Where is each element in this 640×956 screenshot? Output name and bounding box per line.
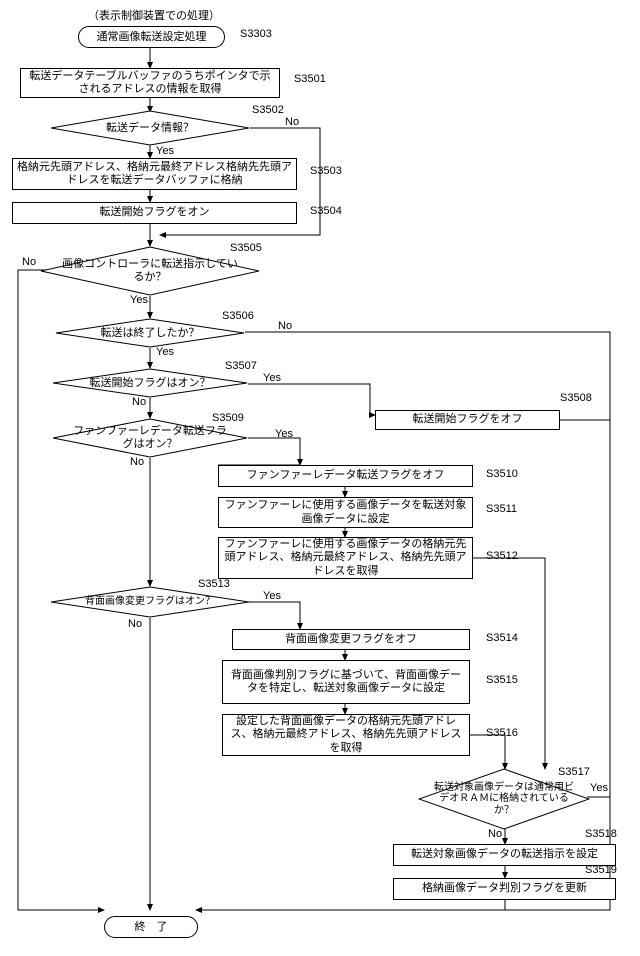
s3513-decision (50, 586, 250, 618)
s3506-decision (55, 318, 245, 348)
s3516-process: 設定した背面画像データの格納元先頭アドレス、格納元最終アドレス、格納先先頭アドレ… (222, 714, 470, 756)
s3515-label: S3515 (486, 674, 518, 686)
s3510-text: ファンファーレデータ転送フラグをオフ (247, 469, 445, 482)
s3517-yes: Yes (590, 782, 608, 794)
s3507-label: S3507 (225, 360, 257, 372)
s3511-label: S3511 (486, 503, 517, 515)
s3514-process: 背面画像変更フラグをオフ (232, 629, 470, 650)
s3507-yes: Yes (263, 372, 281, 384)
s3519-text: 格納画像データ判別フラグを更新 (422, 882, 587, 895)
s3515-process: 背面画像判別フラグに基づいて、背面画像データを特定し、転送対象画像データに設定 (222, 660, 470, 704)
s3516-text: 設定した背面画像データの格納元先頭アドレス、格納元最終アドレス、格納先先頭アドレ… (227, 715, 465, 755)
s3503-label: S3503 (310, 165, 342, 177)
s3518-label: S3518 (585, 828, 617, 840)
s3511-text: ファンファーレに使用する画像データを転送対象画像データに設定 (223, 499, 468, 525)
end-terminal: 終 了 (104, 916, 198, 938)
s3519-process: 格納画像データ判別フラグを更新 (393, 878, 616, 900)
s3517-label: S3517 (558, 766, 590, 778)
s3303-label: S3303 (240, 28, 272, 40)
s3514-text: 背面画像変更フラグをオフ (285, 633, 417, 646)
s3508-label: S3508 (560, 392, 592, 404)
header-note: （表示制御装置での処理） (88, 10, 220, 22)
s3503-process: 格納元先頭アドレス、格納元最終アドレス格納先先頭アドレスを転送データバッファに格… (12, 158, 297, 190)
start-label: 通常画像転送設定処理 (97, 31, 207, 43)
s3507-decision (52, 368, 248, 398)
s3508-text: 転送開始フラグをオフ (413, 413, 523, 426)
s3506-no: No (278, 320, 292, 332)
s3501-label: S3501 (294, 73, 326, 85)
s3505-yes: Yes (130, 294, 148, 306)
s3513-label: S3513 (198, 578, 230, 590)
s3509-no: No (130, 456, 144, 468)
s3506-yes: Yes (156, 346, 174, 358)
s3515-text: 背面画像判別フラグに基づいて、背面画像データを特定し、転送対象画像データに設定 (227, 669, 465, 695)
s3504-process: 転送開始フラグをオン (12, 202, 297, 224)
s3513-yes: Yes (263, 590, 281, 602)
s3502-yes: Yes (156, 145, 174, 157)
s3501-process: 転送データテーブルバッファのうちポインタで示されるアドレスの情報を取得 (20, 68, 280, 98)
s3504-text: 転送開始フラグをオン (100, 206, 210, 219)
s3513-no: No (128, 618, 142, 630)
s3501-text: 転送データテーブルバッファのうちポインタで示されるアドレスの情報を取得 (25, 70, 275, 96)
s3517-no: No (488, 828, 502, 840)
s3505-label: S3505 (230, 242, 262, 254)
s3505-decision (40, 246, 260, 296)
s3512-label: S3512 (486, 550, 518, 562)
s3508-process: 転送開始フラグをオフ (375, 410, 560, 430)
s3518-text: 転送対象画像データの転送指示を設定 (411, 848, 598, 861)
s3502-no: No (285, 116, 299, 128)
start-terminal: 通常画像転送設定処理 (78, 26, 225, 48)
s3509-label: S3509 (212, 412, 244, 424)
s3518-process: 転送対象画像データの転送指示を設定 (393, 844, 616, 866)
s3519-label: S3519 (585, 864, 617, 876)
s3505-no: No (22, 256, 36, 268)
end-label: 終 了 (135, 921, 168, 933)
s3504-label: S3504 (310, 205, 342, 217)
flowchart-canvas: （表示制御装置での処理） 通常画像転送設定処理 S3303 転送データテーブルバ… (0, 0, 640, 956)
s3514-label: S3514 (486, 632, 518, 644)
s3502-decision (50, 110, 250, 146)
s3509-yes: Yes (275, 428, 293, 440)
s3510-process: ファンファーレデータ転送フラグをオフ (218, 465, 473, 487)
s3516-label: S3516 (486, 727, 518, 739)
s3512-text: ファンファーレに使用する画像データの格納元先頭アドレス、格納元最終アドレス、格納… (223, 538, 468, 578)
s3503-text: 格納元先頭アドレス、格納元最終アドレス格納先先頭アドレスを転送データバッファに格… (17, 161, 292, 187)
s3511-process: ファンファーレに使用する画像データを転送対象画像データに設定 (218, 497, 473, 528)
s3502-label: S3502 (252, 104, 284, 116)
s3506-label: S3506 (222, 310, 254, 322)
s3510-label: S3510 (486, 468, 518, 480)
s3512-process: ファンファーレに使用する画像データの格納元先頭アドレス、格納元最終アドレス、格納… (218, 537, 473, 579)
s3507-no: No (132, 396, 146, 408)
